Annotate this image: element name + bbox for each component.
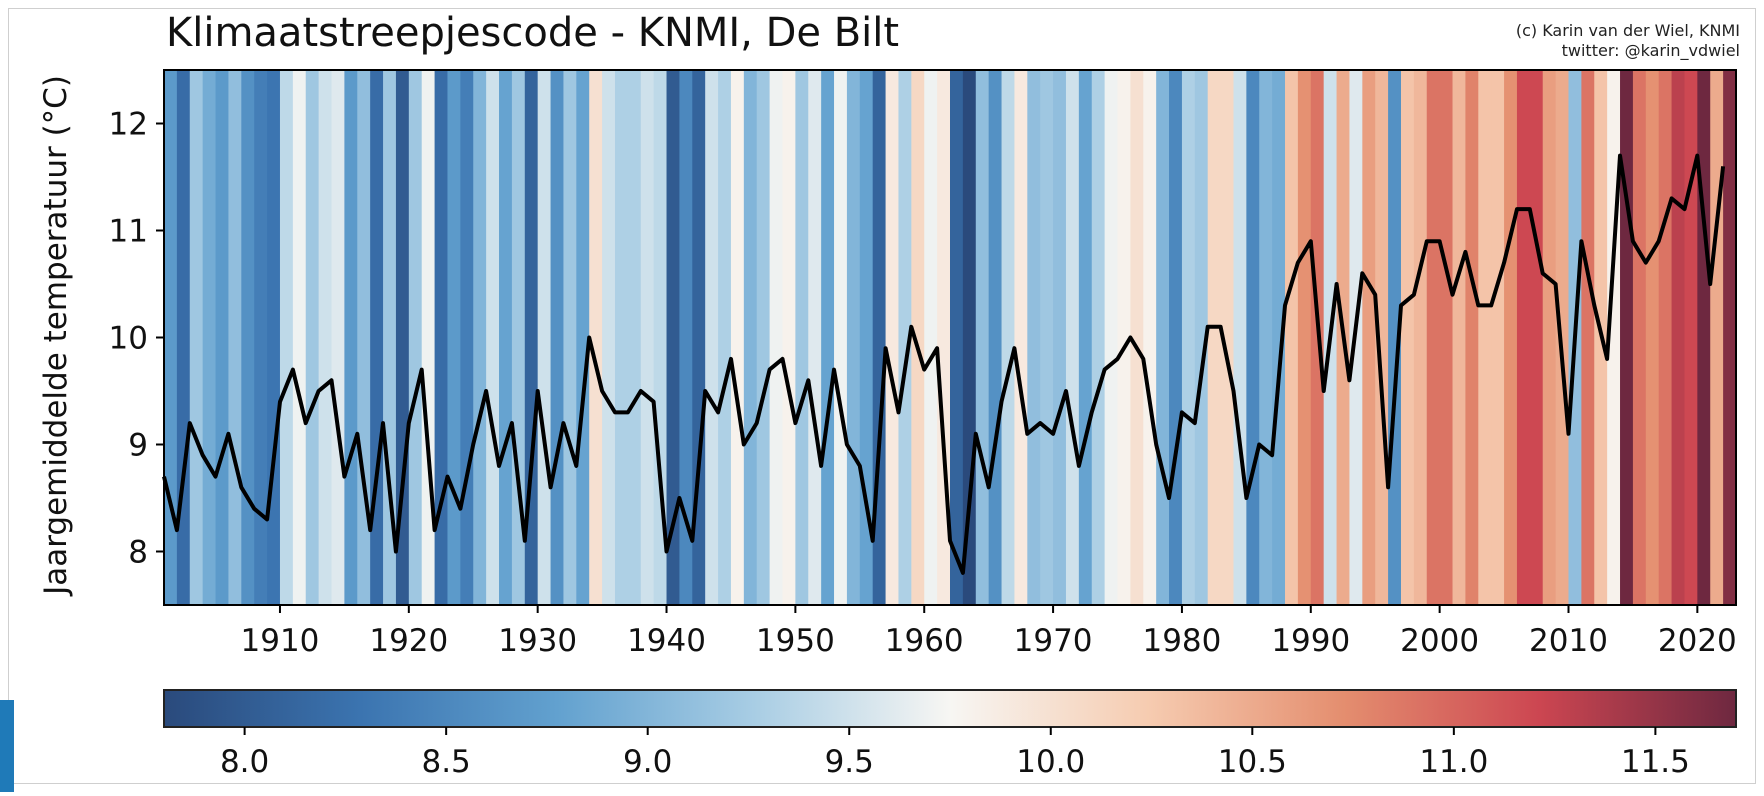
left-edge-accent [0,700,14,792]
figure-border [8,8,1756,784]
